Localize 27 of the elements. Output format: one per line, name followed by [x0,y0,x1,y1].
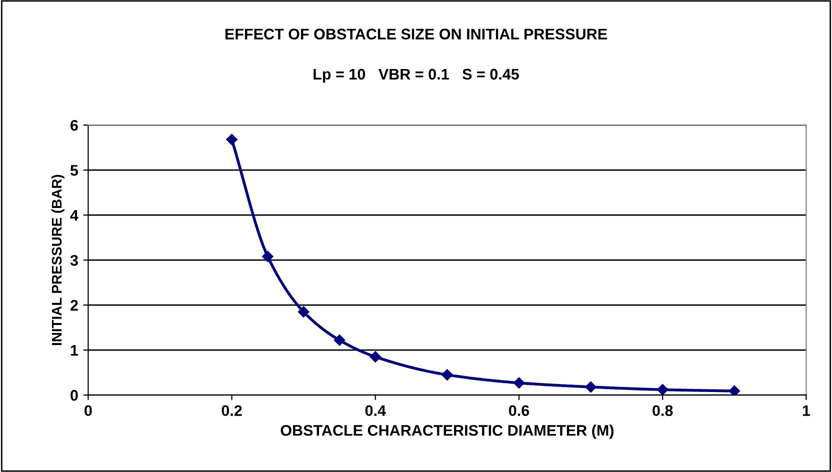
y-tick-label: 3 [70,254,78,266]
point [226,134,238,146]
y-tick-label: 1 [70,345,78,356]
y-tick-label: 2 [70,300,78,311]
point [262,250,274,262]
point [585,381,596,393]
x-tick-label: 0 [84,405,92,416]
x-tick-label: 0.2 [222,405,242,416]
x-axis-title: OBSTACLE CHARACTERISTIC DIAMETER (M) [280,424,614,439]
point [657,384,668,396]
point [370,351,382,362]
x-tick-label: 0.8 [652,405,673,416]
x-tick-label: 1 [802,405,810,416]
y-tick-label: 4 [70,210,78,221]
x-tick-label: 0.6 [508,405,530,416]
point [728,385,740,396]
y-tick-label: 0 [70,390,78,401]
point [334,334,346,346]
point [513,377,525,389]
chart-subtitle: Lp = 10 VBR = 0.1 S = 0.45 [314,68,519,83]
y-axis-title: INITIAL PRESSURE (BAR) [51,174,64,346]
y-tick-label: 5 [70,165,78,176]
x-tick-label: 0.4 [365,405,386,416]
y-tick-label: 6 [70,120,78,131]
point [442,369,453,380]
chart-title: EFFECT OF OBSTACLE SIZE ON INITIAL PRESSURE [225,28,607,40]
point [298,306,310,318]
